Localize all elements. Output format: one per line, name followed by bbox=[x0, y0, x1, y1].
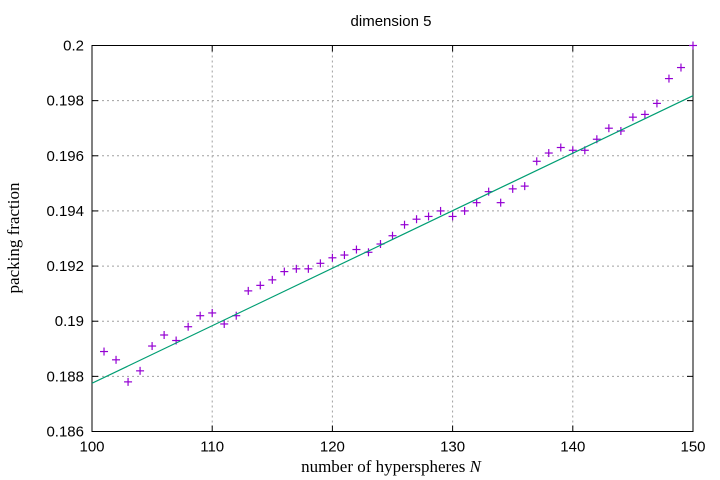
data-point bbox=[628, 113, 637, 122]
y-axis-label: packing fraction bbox=[4, 182, 23, 293]
data-point bbox=[184, 322, 193, 331]
data-point bbox=[160, 331, 169, 339]
data-point bbox=[508, 184, 517, 193]
data-point bbox=[100, 347, 109, 356]
data-point bbox=[196, 311, 205, 320]
data-point bbox=[412, 215, 421, 224]
data-point bbox=[544, 149, 553, 158]
data-point bbox=[208, 308, 217, 317]
data-point bbox=[664, 74, 673, 83]
data-point bbox=[652, 99, 661, 108]
x-tick-label: 150 bbox=[680, 439, 705, 456]
data-point bbox=[436, 206, 445, 215]
y-tick-label: 0.194 bbox=[46, 203, 84, 220]
data-point bbox=[268, 275, 277, 284]
data-point bbox=[460, 206, 469, 215]
data-point bbox=[292, 264, 301, 273]
data-point bbox=[244, 286, 253, 295]
y-tick-label: 0.19 bbox=[55, 313, 84, 330]
data-point bbox=[388, 231, 397, 240]
data-point bbox=[112, 355, 121, 364]
data-point bbox=[520, 182, 529, 191]
data-point bbox=[676, 63, 685, 72]
axis-ticks: 100 110 120 130 140 150 0.186 0.188 0.19 0.192 0.1… bbox=[46, 38, 705, 456]
x-axis-label: number of hyperspheres N bbox=[301, 457, 483, 476]
data-point bbox=[148, 342, 157, 351]
data-point bbox=[304, 264, 313, 273]
x-tick-label: 110 bbox=[200, 439, 224, 456]
fit-line bbox=[91, 95, 694, 384]
data-point bbox=[640, 110, 649, 119]
x-axis-label-text: number of hyperspheres bbox=[301, 457, 470, 476]
data-point bbox=[280, 267, 289, 276]
data-point bbox=[400, 220, 409, 229]
data-point bbox=[316, 259, 325, 268]
data-point bbox=[448, 212, 457, 221]
y-tick-label: 0.2 bbox=[63, 38, 84, 55]
plot-area bbox=[91, 41, 697, 386]
plot-frame bbox=[91, 45, 694, 432]
y-tick-label: 0.192 bbox=[46, 258, 84, 275]
grid bbox=[92, 45, 693, 432]
x-tick-label: 130 bbox=[440, 439, 465, 456]
data-point bbox=[472, 198, 481, 207]
data-point bbox=[604, 124, 613, 133]
data-point bbox=[352, 245, 361, 254]
x-tick-label: 140 bbox=[560, 439, 585, 456]
x-tick-label: 100 bbox=[79, 439, 104, 456]
data-point bbox=[136, 366, 145, 375]
data-point bbox=[424, 212, 433, 221]
data-point bbox=[124, 377, 133, 386]
data-point bbox=[556, 143, 565, 152]
data-point bbox=[496, 198, 505, 207]
data-point bbox=[689, 41, 697, 50]
data-point bbox=[532, 157, 541, 166]
chart-title: dimension 5 bbox=[351, 13, 432, 30]
x-axis-label-variable: N bbox=[469, 457, 483, 476]
data-point bbox=[340, 251, 349, 260]
data-point bbox=[328, 253, 337, 262]
y-tick-label: 0.186 bbox=[46, 424, 84, 441]
data-point bbox=[256, 281, 265, 290]
y-tick-label: 0.188 bbox=[46, 368, 84, 385]
y-tick-label: 0.196 bbox=[46, 148, 84, 165]
x-tick-label: 120 bbox=[320, 439, 345, 456]
data-point bbox=[220, 319, 229, 328]
y-tick-label: 0.198 bbox=[46, 93, 84, 110]
